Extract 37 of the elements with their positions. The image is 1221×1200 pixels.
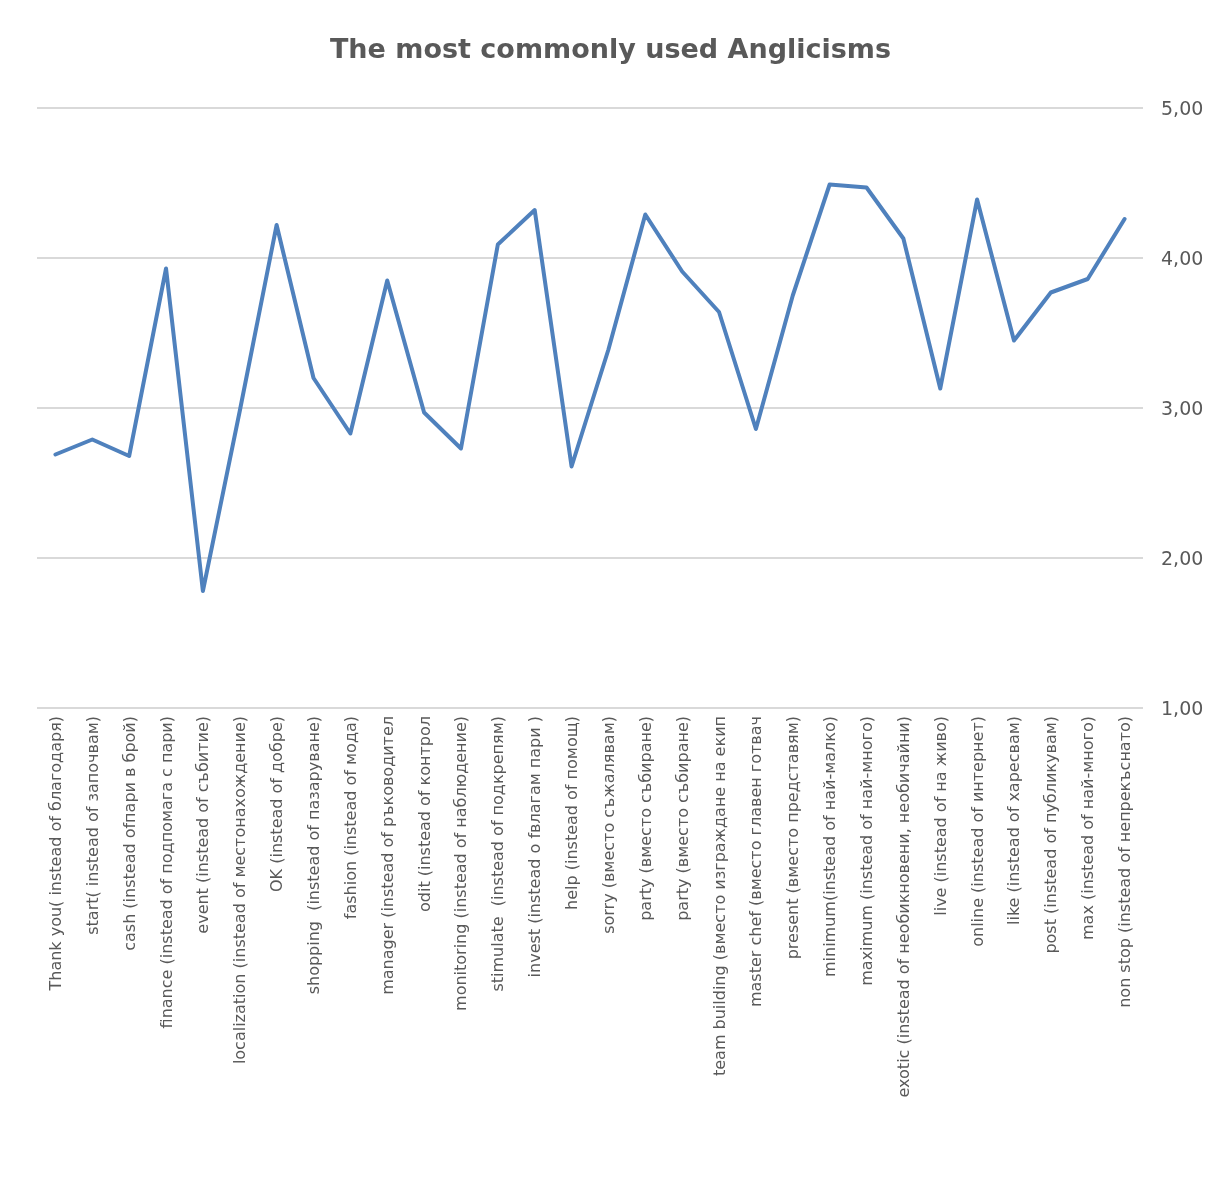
x-tick-label: manager (instead of ръководител (377, 716, 397, 995)
x-tick-label: party (вместо събиране) (672, 716, 692, 921)
x-tick-label: max (instead of най-много) (1078, 716, 1098, 940)
x-tick-label: non stop (instead of непрекъснато) (1115, 716, 1135, 1008)
x-tick-label: odit (instead of контрол (414, 716, 434, 912)
x-tick-label: start( instead of започвам) (82, 716, 102, 935)
x-tick-label: fashion (instead of мода) (340, 716, 360, 920)
x-tick-label: party (вместо събиране) (635, 716, 655, 921)
x-tick-label: event (instead of събитие) (193, 716, 213, 934)
x-tick-label: cash (instead ofпари в брой) (119, 716, 139, 951)
x-tick-label: minimum(instead of най-малко) (820, 716, 840, 977)
x-tick-label: master chef (вместо главен готвач (746, 716, 766, 1008)
x-tick-label: stimulate (instead of подкрепям) (488, 716, 508, 992)
x-tick-label: live (instead of на живо) (930, 716, 950, 916)
x-tick-label: online (instead of интернет) (967, 716, 987, 947)
y-tick-label: 1,00 (1161, 697, 1204, 719)
x-tick-label: invest (instead o fвлагам пари ) (525, 716, 545, 978)
chart-title: The most commonly used Anglicisms (329, 33, 892, 64)
x-tick-label: sorry (вместо съжалявам) (598, 716, 618, 934)
x-tick-label: monitoring (instead of наблюдение) (451, 716, 471, 1011)
x-tick-label: localization (instead of местонахождение) (230, 716, 250, 1065)
y-tick-label: 2,00 (1161, 547, 1204, 569)
x-tick-label: finance (instead of подпомага с пари) (156, 716, 176, 1029)
x-tick-label: shopping (instead of пазаруване) (304, 716, 323, 995)
y-tick-label: 3,00 (1161, 397, 1204, 419)
x-tick-label: help (instead of помощ) (562, 716, 582, 910)
x-tick-label: like (instead of харесвам) (1004, 716, 1024, 925)
x-tick-label: post (instead of публикувам) (1041, 716, 1061, 954)
x-tick-label: Thank you( instead of благодаря) (45, 716, 65, 992)
x-tick-label: team building (вместо изграждане на екип (709, 716, 729, 1077)
x-tick-label: exotic (instead of необикновени, необичайни) (893, 716, 913, 1098)
x-tick-label: present (вместо представям) (783, 716, 803, 960)
line-series (53, 182, 1127, 593)
x-tick-label: maximum (instead of най-много) (857, 716, 876, 986)
y-tick-label: 4,00 (1161, 247, 1204, 269)
y-tick-label: 5,00 (1161, 97, 1204, 119)
x-tick-label: OK (instead of добре) (267, 716, 287, 892)
